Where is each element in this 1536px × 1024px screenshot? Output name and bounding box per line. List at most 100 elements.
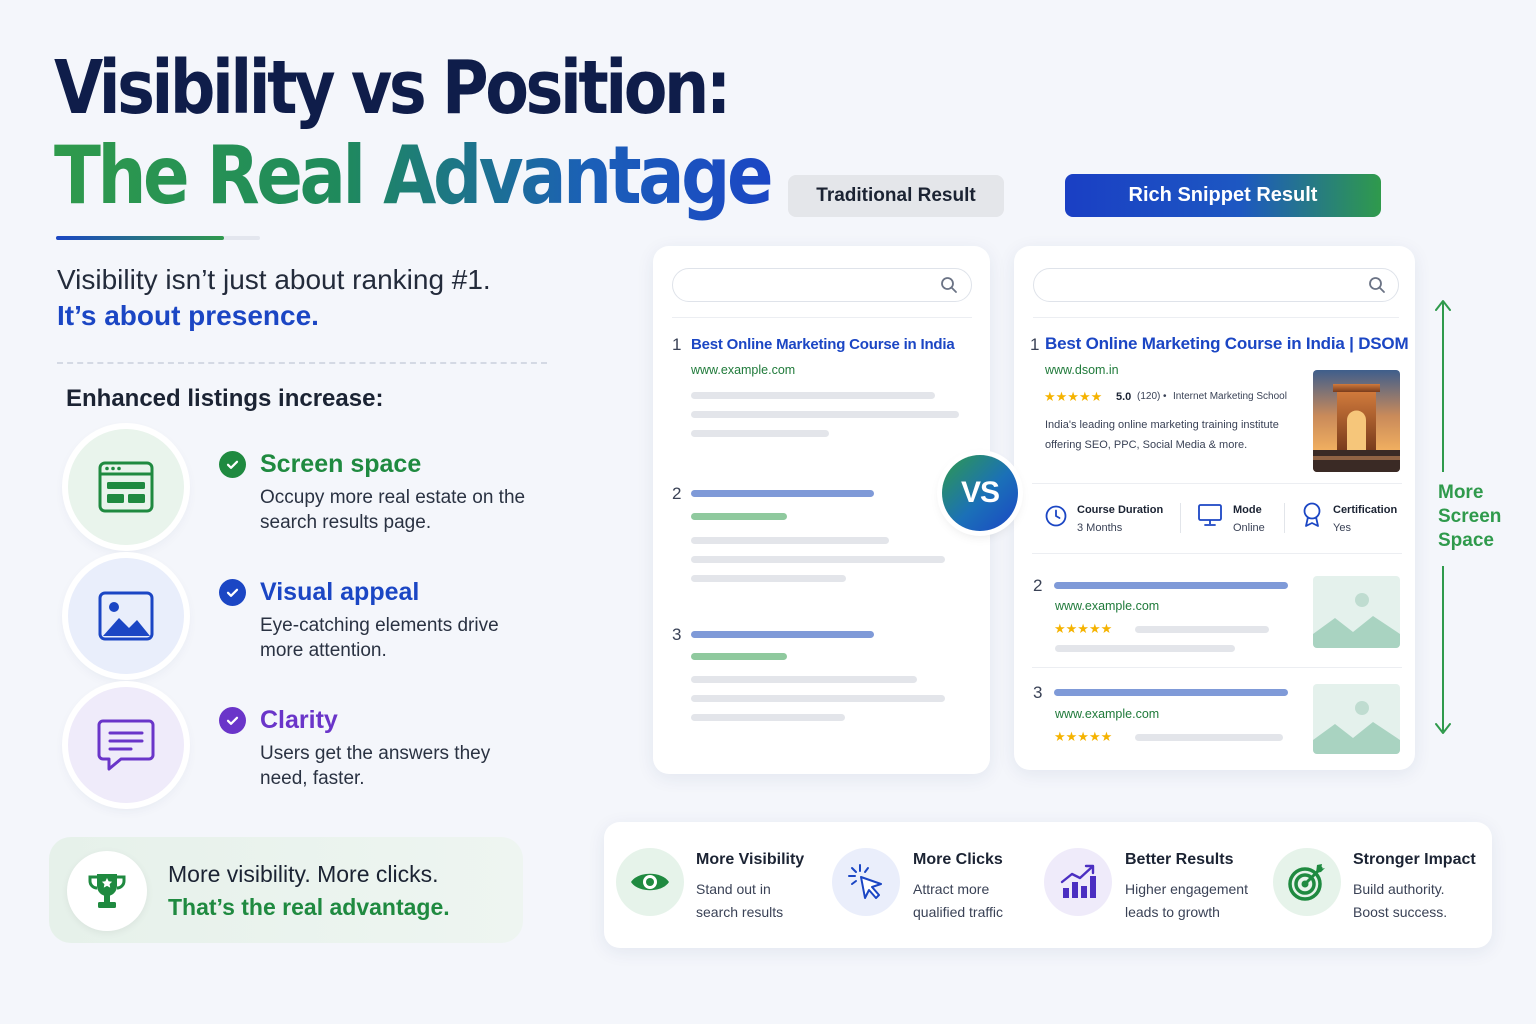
- text-placeholder: [691, 714, 845, 721]
- page-title-line2: The Real Advantage: [54, 129, 774, 222]
- divider: [1180, 503, 1181, 533]
- result-number: 3: [1033, 683, 1043, 702]
- divider: [1033, 317, 1399, 318]
- screen-space-line: [1442, 566, 1444, 731]
- dashed-divider: [57, 362, 547, 364]
- title-placeholder: [691, 631, 874, 638]
- benefit-desc: Build authority. Boost success.: [1353, 881, 1448, 920]
- result-number: 1: [1030, 335, 1040, 354]
- result-title-link[interactable]: Best Online Marketing Course in India: [691, 336, 955, 353]
- vs-badge: VS: [942, 455, 1018, 531]
- meta-key: Certification: [1333, 504, 1398, 516]
- search-bar[interactable]: [672, 268, 972, 302]
- text-placeholder: [691, 695, 945, 702]
- divider: [1032, 553, 1402, 554]
- benefit-title: Better Results: [1125, 851, 1234, 868]
- image-icon: [68, 558, 184, 674]
- rating-stars-icon: ★★★★★: [1054, 621, 1113, 636]
- traditional-result-card: [653, 246, 990, 774]
- check-icon: [219, 579, 246, 606]
- image-placeholder-icon: [1313, 576, 1400, 648]
- url-placeholder: [691, 653, 787, 660]
- trophy-icon: [67, 851, 147, 931]
- banner-line2: That’s the real advantage.: [168, 894, 450, 920]
- search-icon[interactable]: [940, 276, 958, 294]
- feature-title: Screen space: [260, 450, 422, 478]
- text-placeholder: [1135, 626, 1269, 633]
- text-placeholder: [691, 676, 917, 683]
- enhanced-heading: Enhanced listings increase:: [66, 385, 384, 412]
- eye-icon: [616, 848, 684, 916]
- page-title-line1: Visibility vs Position:: [54, 45, 731, 131]
- text-placeholder: [1055, 645, 1235, 652]
- feature-desc: Eye-catching elements drive more attenti…: [260, 615, 499, 661]
- text-placeholder: [691, 430, 829, 437]
- arrow-up-icon: [1435, 300, 1451, 311]
- benefit-title: More Visibility: [696, 851, 805, 868]
- divider: [672, 317, 972, 318]
- separator: •: [1163, 391, 1167, 402]
- result-number: 2: [672, 484, 682, 503]
- url-placeholder: [691, 513, 787, 520]
- clock-icon: [1045, 505, 1067, 527]
- result-description: India's leading online marketing trainin…: [1045, 419, 1279, 451]
- source-name: Internet Marketing School: [1173, 391, 1287, 402]
- arrow-down-icon: [1435, 723, 1451, 734]
- text-placeholder: [691, 556, 945, 563]
- feature-desc: Users get the answers they need, faster.: [260, 743, 491, 789]
- subtitle-line1: Visibility isn’t just about ranking #1.: [57, 264, 491, 295]
- result-number: 2: [1033, 576, 1043, 595]
- search-icon[interactable]: [1368, 276, 1386, 294]
- india-gate-thumbnail: [1313, 370, 1400, 472]
- meta-value: Online: [1233, 522, 1265, 534]
- review-count: (120): [1137, 391, 1161, 402]
- search-bar[interactable]: [1033, 268, 1399, 302]
- result-number: 1: [672, 335, 682, 354]
- meta-value: Yes: [1333, 522, 1351, 534]
- text-placeholder: [691, 392, 935, 399]
- target-icon: [1273, 848, 1341, 916]
- more-screen-space-label: More Screen Space: [1438, 482, 1502, 551]
- feature-title: Clarity: [260, 706, 338, 734]
- check-icon: [219, 451, 246, 478]
- subtitle-line2: It’s about presence.: [57, 300, 319, 331]
- browser-window-icon: [68, 429, 184, 545]
- feature-desc: Occupy more real estate on the search re…: [260, 487, 526, 533]
- meta-value: 3 Months: [1077, 522, 1123, 534]
- divider: [1032, 483, 1402, 484]
- result-url[interactable]: www.example.com: [1055, 599, 1160, 613]
- text-placeholder: [691, 575, 846, 582]
- text-placeholder: [691, 537, 889, 544]
- result-url[interactable]: www.example.com: [691, 363, 796, 377]
- divider: [1032, 667, 1402, 668]
- result-title-link[interactable]: Best Online Marketing Course in India | …: [1045, 334, 1409, 353]
- check-icon: [219, 707, 246, 734]
- title-placeholder: [691, 490, 874, 497]
- text-placeholder: [691, 411, 959, 418]
- result-url[interactable]: www.example.com: [1055, 707, 1160, 721]
- screen-space-line: [1442, 302, 1444, 472]
- rating-stars-icon: ★★★★★: [1044, 389, 1103, 404]
- growth-chart-icon: [1044, 848, 1112, 916]
- title-underline: [56, 236, 260, 240]
- certificate-icon: [1303, 502, 1321, 527]
- result-url[interactable]: www.dsom.in: [1045, 363, 1119, 377]
- rating-value: 5.0: [1116, 391, 1132, 403]
- meta-key: Mode: [1233, 504, 1262, 516]
- text-placeholder: [1135, 734, 1283, 741]
- meta-key: Course Duration: [1077, 504, 1164, 516]
- feature-title: Visual appeal: [260, 578, 420, 606]
- divider: [1284, 503, 1285, 533]
- monitor-icon: [1198, 504, 1222, 526]
- chat-bubble-icon: [68, 687, 184, 803]
- rich-snippet-result-card: [1014, 246, 1415, 770]
- result-number: 3: [672, 625, 682, 644]
- benefit-title: Stronger Impact: [1353, 851, 1476, 868]
- title-placeholder: [1054, 582, 1288, 589]
- benefit-desc: Stand out in search results: [696, 881, 784, 920]
- image-placeholder-icon: [1313, 684, 1400, 754]
- benefit-desc: Higher engagement leads to growth: [1125, 881, 1248, 920]
- benefit-desc: Attract more qualified traffic: [913, 881, 1004, 920]
- title-placeholder: [1054, 689, 1288, 696]
- benefit-title: More Clicks: [913, 851, 1003, 868]
